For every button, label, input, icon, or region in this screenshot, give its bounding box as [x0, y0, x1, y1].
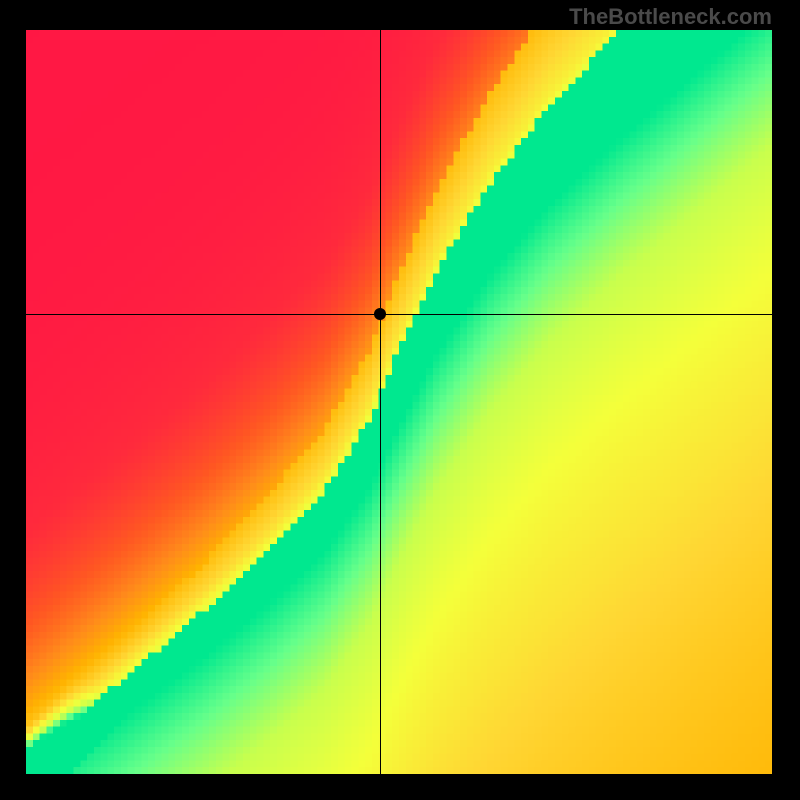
heatmap-canvas — [26, 30, 772, 774]
plot-area — [26, 30, 772, 774]
data-point-marker — [374, 308, 386, 320]
crosshair-vertical — [380, 30, 381, 774]
crosshair-horizontal — [26, 314, 772, 315]
chart-container: { "chart": { "type": "heatmap", "canvas"… — [0, 0, 800, 800]
watermark-text: TheBottleneck.com — [569, 4, 772, 30]
